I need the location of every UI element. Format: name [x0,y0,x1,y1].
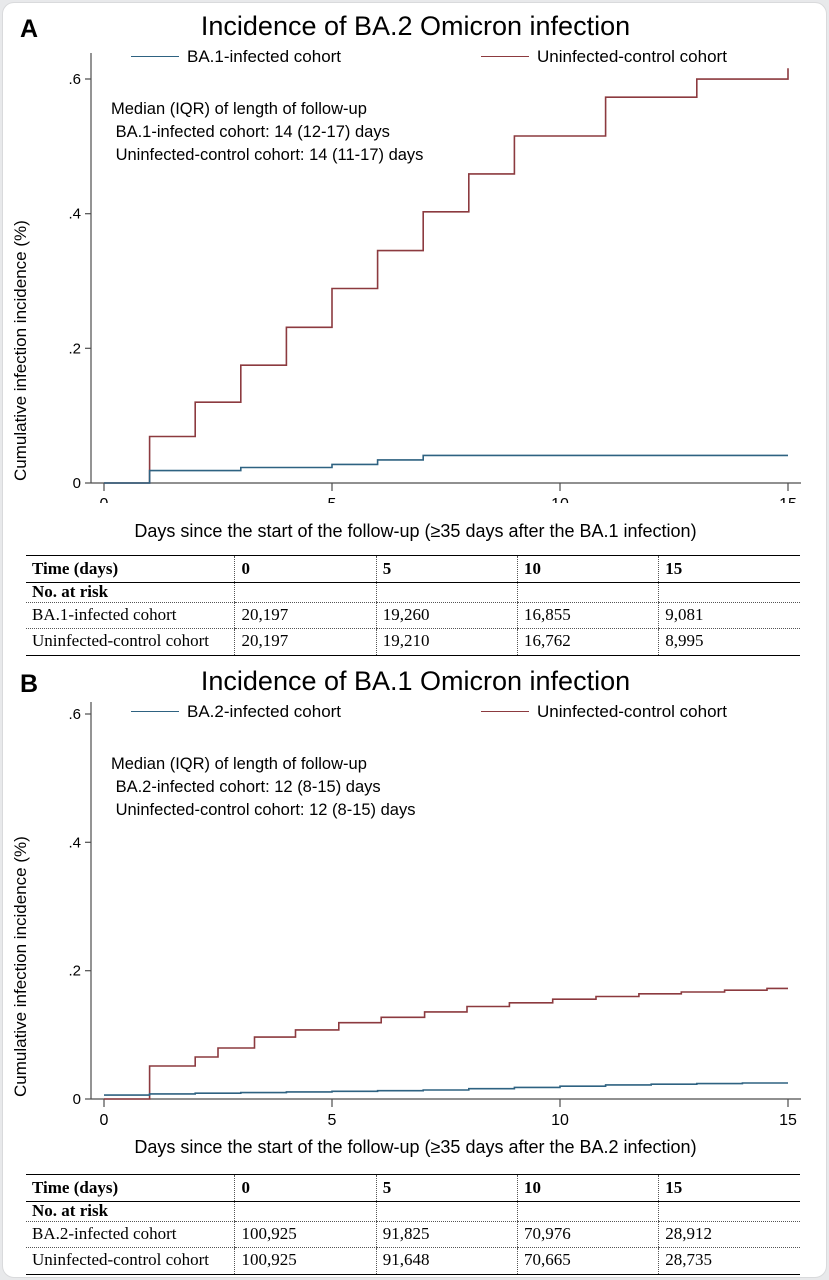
svg-text:5: 5 [328,496,337,503]
svg-text:.4: .4 [68,834,81,851]
svg-text:0: 0 [73,1091,81,1108]
svg-text:15: 15 [779,1112,797,1129]
svg-text:.6: .6 [68,706,81,723]
svg-text:0: 0 [73,475,81,492]
svg-text:.6: .6 [68,71,81,88]
svg-text:.2: .2 [68,340,81,357]
svg-text:.4: .4 [68,206,81,223]
svg-text:10: 10 [551,1112,569,1129]
svg-text:.2: .2 [68,963,81,980]
svg-text:0: 0 [100,496,109,503]
svg-text:0: 0 [100,1112,109,1129]
svg-text:5: 5 [328,1112,337,1129]
svg-text:10: 10 [551,496,569,503]
svg-text:15: 15 [779,496,797,503]
